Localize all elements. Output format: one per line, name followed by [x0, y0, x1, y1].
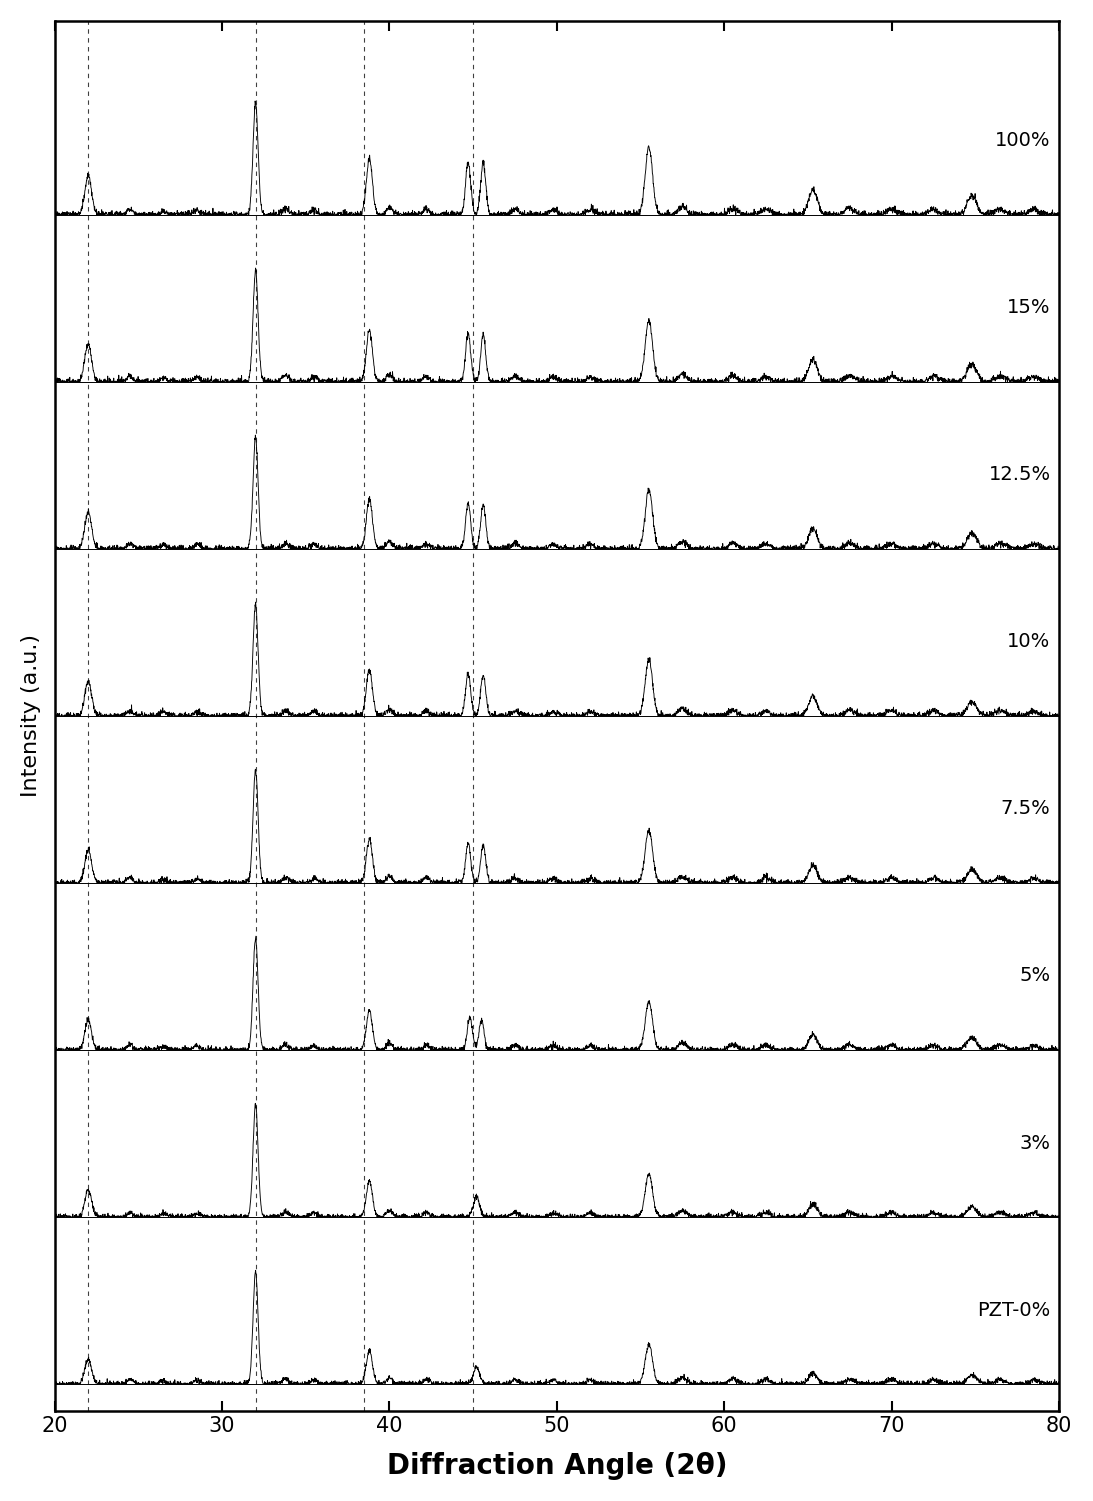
Text: 100%: 100% [995, 131, 1050, 150]
Text: 7.5%: 7.5% [1001, 800, 1050, 818]
Text: 15%: 15% [1007, 299, 1050, 317]
Text: PZT-0%: PZT-0% [977, 1300, 1050, 1319]
Text: 3%: 3% [1020, 1133, 1050, 1153]
Text: 12.5%: 12.5% [988, 465, 1050, 485]
Y-axis label: Intensity (a.u.): Intensity (a.u.) [21, 635, 40, 797]
Text: 10%: 10% [1008, 632, 1050, 651]
X-axis label: Diffraction Angle (2θ): Diffraction Angle (2θ) [387, 1451, 727, 1480]
Text: 5%: 5% [1020, 967, 1050, 986]
